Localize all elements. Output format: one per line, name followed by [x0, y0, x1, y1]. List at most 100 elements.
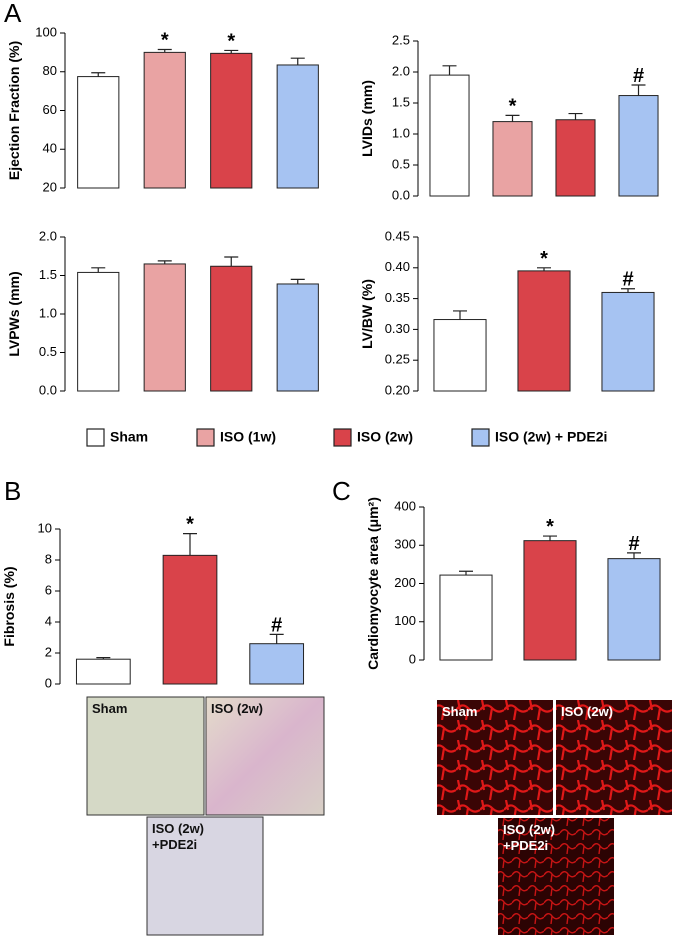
bar — [276, 283, 319, 392]
significance-mark: # — [633, 65, 644, 87]
significance-mark: * — [540, 248, 548, 270]
error-bar — [183, 533, 197, 556]
error-bar — [442, 65, 457, 76]
y-tick-label: 0.25 — [385, 352, 410, 367]
y-tick-label: 0 — [45, 675, 52, 690]
bar — [143, 263, 186, 392]
micrograph-images — [86, 696, 672, 936]
micrograph — [498, 818, 614, 935]
error-bar — [157, 260, 172, 264]
error-bar — [453, 310, 467, 320]
significance-mark: * — [227, 30, 235, 52]
legend-label: ISO (2w) + PDE2i — [495, 429, 607, 445]
y-tick-label: 200 — [394, 575, 416, 590]
y-tick-label: 60 — [43, 102, 57, 117]
error-bar — [91, 72, 106, 77]
error-bar — [543, 535, 557, 541]
bar — [162, 554, 218, 685]
micrograph-label: +PDE2i — [503, 838, 548, 853]
micrograph-label: ISO (2w) — [211, 701, 263, 716]
micrograph — [146, 816, 264, 936]
bar — [77, 271, 120, 392]
micrograph-label: ISO (2w) — [561, 704, 613, 719]
bar — [492, 121, 533, 197]
y-tick-label: 400 — [394, 498, 416, 513]
legend-swatch — [196, 428, 215, 447]
error-bar — [96, 657, 111, 660]
bar — [433, 319, 487, 392]
y-tick-label: 80 — [43, 63, 57, 78]
y-tick-label: 40 — [43, 141, 57, 156]
y-tick-label: 0.5 — [39, 344, 57, 359]
y-tick-label: 300 — [394, 537, 416, 552]
bar — [439, 574, 493, 661]
bar — [75, 658, 131, 685]
bar — [555, 119, 596, 197]
y-tick-label: 0.0 — [392, 187, 410, 202]
bar — [429, 74, 470, 197]
y-tick-label: 1.0 — [39, 305, 57, 320]
error-bar — [290, 57, 305, 65]
error-bar — [537, 267, 551, 271]
error-bar — [621, 288, 635, 293]
significance-mark: * — [161, 29, 169, 51]
bar — [607, 558, 661, 661]
y-tick-label: 0.30 — [385, 321, 410, 336]
bar — [77, 76, 120, 189]
y-tick-label: 0 — [409, 651, 416, 666]
y-tick-label: 1.5 — [39, 267, 57, 282]
y-axis-label: LVIDs (mm) — [359, 80, 375, 157]
legend-label: ISO (2w) — [357, 429, 413, 445]
error-bar — [157, 48, 172, 53]
panel-label: C — [332, 476, 351, 506]
significance-mark: * — [509, 95, 517, 117]
bar — [523, 540, 577, 661]
micrograph-label: Sham — [92, 701, 127, 716]
micrograph — [556, 700, 672, 815]
error-bar — [290, 278, 305, 284]
bar — [517, 270, 571, 392]
y-tick-label: 2.5 — [392, 32, 410, 47]
bar — [210, 265, 253, 392]
y-tick-label: 0.0 — [39, 382, 57, 397]
bar — [618, 95, 659, 197]
panel-label: B — [4, 476, 21, 506]
y-tick-label: 4 — [45, 613, 52, 628]
legend-label: ISO (1w) — [220, 429, 276, 445]
y-axis-label: Ejection Fraction (%) — [6, 41, 22, 180]
y-axis-label: LV/BW (%) — [359, 279, 375, 349]
y-tick-label: 10 — [38, 520, 52, 535]
y-tick-label: 100 — [35, 24, 57, 39]
y-tick-label: 0.40 — [385, 259, 410, 274]
y-tick-label: 6 — [45, 582, 52, 597]
legend-label: Sham — [110, 429, 148, 445]
y-tick-label: 0.45 — [385, 228, 410, 243]
significance-mark: # — [622, 269, 633, 291]
y-tick-label: 100 — [394, 613, 416, 628]
y-tick-label: 0.35 — [385, 290, 410, 305]
y-tick-label: 1.5 — [392, 94, 410, 109]
y-tick-label: 1.0 — [392, 125, 410, 140]
error-bar — [459, 570, 473, 576]
y-tick-label: 2 — [45, 644, 52, 659]
micrograph — [205, 696, 325, 816]
error-bar — [224, 256, 239, 267]
error-bar — [505, 114, 520, 122]
bar — [601, 291, 655, 392]
micrograph — [437, 700, 553, 815]
error-bar — [568, 112, 583, 120]
micrograph — [86, 696, 205, 816]
y-tick-label: 0.5 — [392, 156, 410, 171]
y-tick-label: 0.20 — [385, 382, 410, 397]
micrograph-label: +PDE2i — [152, 837, 197, 852]
error-bar — [269, 633, 284, 644]
micrograph-label: ISO (2w) — [503, 822, 555, 837]
error-bar — [224, 49, 239, 54]
y-tick-label: 2.0 — [39, 228, 57, 243]
error-bar — [91, 267, 106, 273]
legend-swatch — [86, 428, 105, 447]
significance-mark: * — [186, 514, 194, 536]
y-axis-label: Fibrosis (%) — [1, 566, 17, 646]
legend-swatch — [471, 428, 490, 447]
